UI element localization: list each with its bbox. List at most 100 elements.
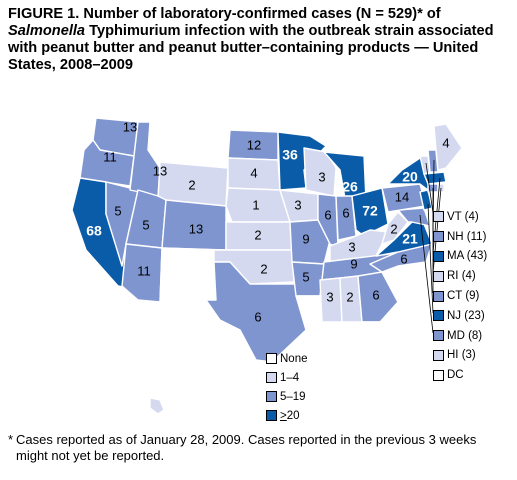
label-tn: 9: [350, 256, 357, 271]
swatch-nj: [433, 310, 444, 322]
footnote-text: Cases reported as of January 28, 2009. C…: [16, 432, 477, 463]
label-wi: 3: [318, 169, 325, 184]
label-or: 11: [103, 149, 117, 164]
ne-label-hi: HI (3): [447, 349, 476, 362]
title-text-2: Typhimurium infection with the outbreak …: [8, 23, 494, 73]
legend-swatch-1-4: [266, 372, 277, 383]
state-mo: [289, 219, 331, 265]
ne-label-dc: DC: [447, 369, 464, 382]
legend-item-20plus: >20: [266, 406, 308, 425]
ne-item-vt: VT (4): [433, 207, 487, 227]
label-ar: 5: [302, 269, 309, 284]
figure-title: FIGURE 1. Number of laboratory-confirmed…: [8, 6, 508, 74]
legend-swatch-20plus: [266, 410, 277, 421]
swatch-ct: [433, 290, 444, 302]
label-nv: 5: [114, 203, 121, 218]
ne-label-vt: VT (4): [447, 210, 479, 223]
ne-item-ri: RI (4): [433, 266, 487, 286]
state-labels: 13 11 13 68 5 5 11 2 13 12 4 1 2 2 6 36 …: [86, 119, 449, 324]
swatch-hi: [433, 349, 444, 361]
ne-label-md: MD (8): [447, 329, 483, 342]
label-mo: 9: [302, 231, 309, 246]
ne-item-md: MD (8): [433, 326, 487, 346]
swatch-nh: [433, 231, 444, 243]
label-az: 11: [137, 263, 151, 278]
label-mn: 36: [282, 147, 298, 163]
legend-label-20plus: 20: [286, 409, 300, 422]
label-ia: 3: [294, 197, 301, 212]
label-me: 4: [442, 135, 449, 150]
label-ks: 2: [254, 227, 261, 242]
state-shapes: [27, 117, 463, 415]
swatch-ri: [433, 270, 444, 282]
footnote: * Cases reported as of January 28, 2009. …: [8, 432, 513, 464]
state-wv: [381, 211, 409, 245]
swatch-vt: [433, 211, 444, 223]
ne-label-ma: MA (43): [447, 250, 488, 263]
label-ut: 5: [142, 217, 149, 232]
us-map: 13 11 13 68 5 5 11 2 13 12 4 1 2 2 6 36 …: [27, 117, 463, 415]
legend-swatch-5-19: [266, 391, 277, 402]
state-nm: [159, 247, 219, 307]
label-mi: 26: [342, 179, 358, 195]
state-ma: [423, 171, 447, 185]
ne-item-nh: NH (11): [433, 227, 487, 247]
northeast-legend: VT (4) NH (11) MA (43) RI (4) CT (9) NJ …: [433, 207, 487, 385]
ne-label-ri: RI (4): [447, 270, 476, 283]
footnote-symbol: *: [8, 432, 14, 447]
label-tx: 6: [254, 309, 261, 324]
label-ne: 1: [252, 197, 259, 212]
state-fl: [329, 321, 413, 371]
legend-item-none: None: [266, 349, 308, 368]
legend-label-none: None: [280, 352, 308, 365]
swatch-dc: [433, 369, 444, 381]
legend-label-5-19: 5–19: [280, 390, 306, 403]
label-ok: 2: [260, 261, 267, 276]
label-ms: 3: [326, 289, 333, 304]
label-ca: 68: [86, 223, 102, 239]
legend-label-20plus-symbol: >: [280, 409, 287, 422]
label-ga: 6: [372, 287, 379, 302]
ne-item-dc: DC: [433, 365, 487, 385]
label-wa: 13: [123, 119, 137, 134]
label-al: 2: [346, 289, 353, 304]
label-nc: 6: [400, 251, 407, 266]
ne-item-ma: MA (43): [433, 247, 487, 267]
label-il: 6: [324, 207, 331, 222]
label-co: 13: [189, 221, 203, 236]
state-wi: [303, 147, 337, 197]
label-va: 21: [402, 231, 418, 247]
state-me: [433, 123, 463, 171]
label-ky: 3: [348, 239, 355, 254]
label-in: 6: [342, 205, 349, 220]
title-text-1: FIGURE 1. Number of laboratory-confirmed…: [8, 6, 441, 22]
ne-item-ct: CT (9): [433, 286, 487, 306]
ne-item-nj: NJ (23): [433, 306, 487, 326]
legend-swatch-none: [266, 353, 277, 364]
state-mt: [149, 121, 231, 169]
label-id: 13: [153, 163, 167, 178]
state-ak: [27, 321, 131, 393]
map-legend: None 1–4 5–19 >20: [266, 349, 308, 425]
legend-item-5-19: 5–19: [266, 387, 308, 406]
leader-nj: [427, 203, 434, 314]
ne-label-nj: NJ (23): [447, 309, 485, 322]
label-ny: 20: [402, 169, 418, 185]
ne-label-ct: CT (9): [447, 290, 480, 303]
label-pa: 14: [395, 189, 409, 204]
swatch-md: [433, 330, 444, 342]
ne-item-hi: HI (3): [433, 346, 487, 366]
leader-vt: [425, 162, 434, 214]
state-hi: [149, 397, 165, 415]
leader-md: [419, 214, 434, 334]
label-nd: 12: [247, 137, 261, 152]
label-oh: 72: [362, 203, 378, 219]
legend-item-1-4: 1–4: [266, 368, 308, 387]
legend-label-1-4: 1–4: [280, 371, 300, 384]
label-wv: 2: [390, 221, 397, 236]
title-italic: Salmonella: [8, 23, 86, 39]
label-sd: 4: [250, 165, 257, 180]
label-wy: 2: [188, 177, 195, 192]
swatch-ma: [433, 250, 444, 262]
ne-label-nh: NH (11): [447, 230, 487, 243]
